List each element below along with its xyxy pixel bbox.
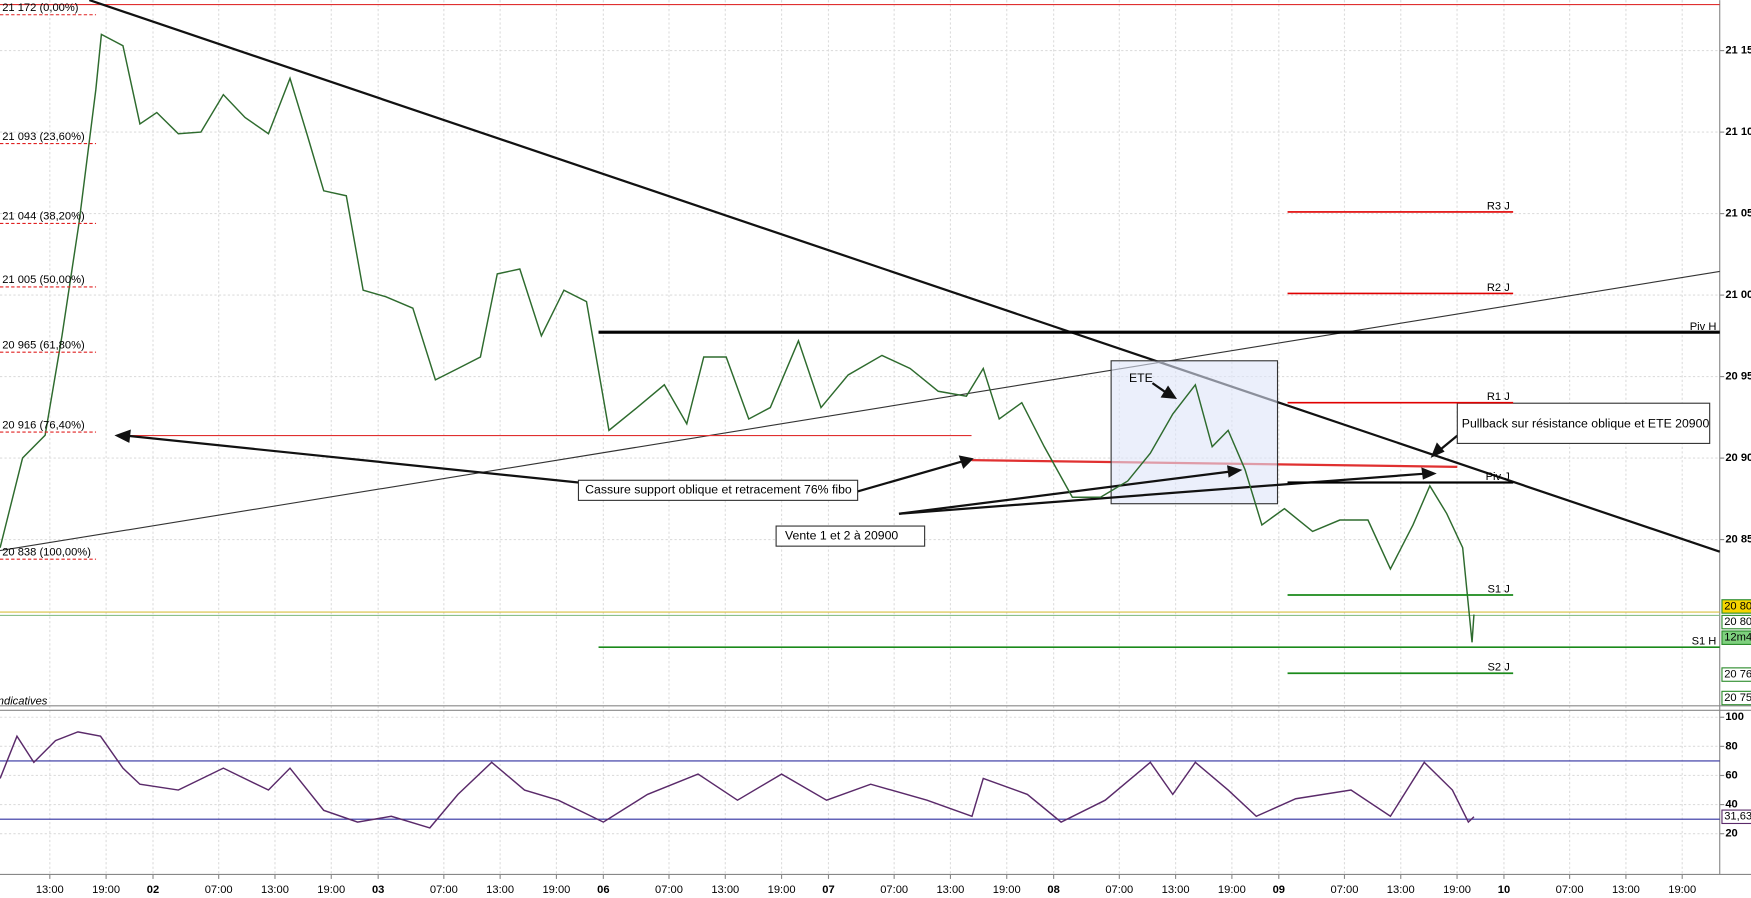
price-tag-label: 20 76	[1724, 669, 1751, 681]
x-tick-label: 13:00	[261, 884, 289, 896]
price-tag	[1721, 630, 1751, 645]
x-tick-label: 10	[1498, 884, 1510, 896]
y-tick-label: 21 15	[1725, 45, 1751, 57]
x-tick-label: 19:00	[1668, 884, 1696, 896]
y-tick-label: 21 05	[1725, 208, 1751, 220]
trendlines	[0, 0, 1721, 553]
pivot-label: Piv H	[1690, 321, 1717, 333]
x-tick-label: 13:00	[936, 884, 964, 896]
annotation: ETE	[1129, 371, 1153, 385]
price-tag	[1721, 599, 1751, 614]
y-tick-label: 20	[1725, 828, 1737, 840]
price-tag-label: 20 80	[1724, 600, 1751, 612]
fib-label: 21 005 (50,00%)	[2, 274, 85, 286]
x-tick-label: 19:00	[768, 884, 796, 896]
y-tick-label: 40	[1725, 799, 1737, 811]
pivot-label: S1 J	[1487, 583, 1509, 595]
price-tag	[1721, 690, 1751, 706]
x-tick-label: 13:00	[711, 884, 739, 896]
pivot-label: R2 J	[1487, 282, 1510, 294]
frame	[0, 0, 1751, 876]
x-tick-label: 19:00	[993, 884, 1021, 896]
x-tick-label: 02	[147, 884, 159, 896]
y-tick-label: 20 95	[1725, 371, 1751, 383]
pivot-label: R1 J	[1487, 391, 1510, 403]
price-tag	[1721, 614, 1751, 630]
fib-label: 20 838 (100,00%)	[2, 546, 91, 558]
price-tag	[1721, 667, 1751, 682]
x-tick-label: 07:00	[1556, 884, 1584, 896]
y-tick-label: 60	[1725, 769, 1737, 781]
annotation: Vente 1 et 2 à 20900	[785, 528, 898, 542]
price-tag-label: 20 80	[1724, 616, 1751, 628]
x-tick-label: 06	[597, 884, 609, 896]
y-tick-label: 21 10	[1725, 126, 1751, 138]
price-tag-label: 20 75	[1724, 692, 1751, 704]
fib-label: 21 093 (23,60%)	[2, 131, 85, 143]
pivot-label: R3 J	[1487, 200, 1510, 212]
x-tick-label: 07	[822, 884, 834, 896]
pivot-label: Piv J	[1486, 471, 1510, 483]
y-tick-label: 20 85	[1725, 534, 1751, 546]
x-tick-label: 08	[1047, 884, 1059, 896]
pivot-label: S1 H	[1692, 636, 1717, 648]
annotation: Pullback sur résistance oblique et ETE 2…	[1462, 417, 1710, 431]
x-tick-label: 07:00	[655, 884, 683, 896]
arrows	[114, 382, 1459, 515]
y-tick-label: 20 90	[1725, 452, 1751, 464]
x-tick-label: 13:00	[36, 884, 64, 896]
x-tick-label: 13:00	[1387, 884, 1415, 896]
x-tick-label: 07:00	[1331, 884, 1359, 896]
x-tick-label: 07:00	[205, 884, 233, 896]
fib-label: 21 044 (38,20%)	[2, 211, 85, 223]
annotation: Cassure support oblique et retracement 7…	[585, 483, 852, 497]
x-tick-label: 19:00	[1218, 884, 1246, 896]
price-tag-label: 12m4	[1724, 632, 1751, 644]
x-tick-label: 03	[372, 884, 384, 896]
fib-label: 20 965 (61,80%)	[2, 339, 85, 351]
fib-label: 21 172 (0,00%)	[2, 2, 79, 14]
x-tick-label: 09	[1273, 884, 1285, 896]
y-tick-label: 21 00	[1725, 289, 1751, 301]
x-tick-label: 19:00	[92, 884, 120, 896]
annotations: Cassure support oblique et retracement 7…	[577, 371, 1711, 547]
y-tick-label: 80	[1725, 740, 1737, 752]
grid	[0, 0, 1720, 875]
panel-label: ndicatives	[0, 695, 48, 707]
series-line	[0, 731, 1475, 829]
y-tick-label: 100	[1725, 711, 1744, 723]
series-line	[0, 33, 1475, 643]
x-tick-label: 13:00	[1162, 884, 1190, 896]
x-tick-label: 19:00	[542, 884, 570, 896]
pivot-label: S2 J	[1487, 662, 1509, 674]
x-tick-label: 13:00	[486, 884, 514, 896]
fib-label: 20 916 (76,40%)	[2, 419, 85, 431]
x-tick-label: 19:00	[317, 884, 345, 896]
x-tick-label: 07:00	[880, 884, 908, 896]
x-tick-label: 07:00	[1105, 884, 1133, 896]
x-tick-label: 19:00	[1443, 884, 1471, 896]
x-tick-label: 07:00	[430, 884, 458, 896]
x-tick-label: 13:00	[1612, 884, 1640, 896]
value-label: 31,63	[1724, 811, 1751, 823]
value-tag	[1721, 809, 1751, 825]
